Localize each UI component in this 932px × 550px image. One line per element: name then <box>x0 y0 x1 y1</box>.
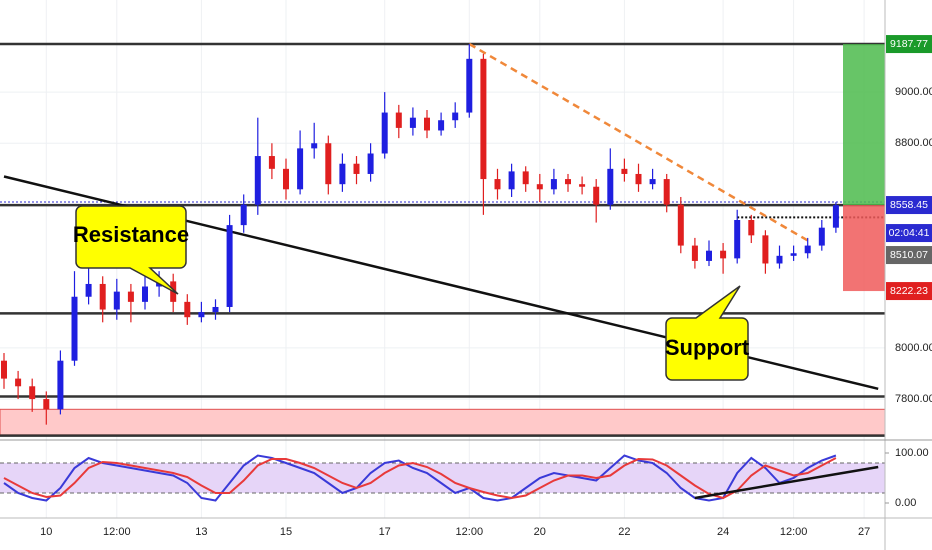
price-badge <box>886 282 932 301</box>
price-badge-label: 02:04:41 <box>889 227 930 239</box>
y-tick-label: 7800.00 <box>895 393 932 405</box>
candle-body <box>15 378 22 387</box>
x-tick-label: 13 <box>195 526 207 538</box>
candle-body <box>593 186 600 205</box>
candle-body <box>494 179 501 190</box>
candle-body <box>550 179 557 190</box>
candle-body <box>254 156 261 205</box>
support-callout <box>665 285 749 381</box>
candle-body <box>113 291 120 310</box>
candle-body <box>311 143 318 149</box>
candle-body <box>776 255 783 264</box>
candle-body <box>649 179 656 185</box>
x-tick-label: 15 <box>280 526 292 538</box>
candle-body <box>790 253 797 256</box>
candle-body <box>832 205 839 228</box>
x-tick-label: 17 <box>379 526 391 538</box>
price-badge <box>886 224 932 243</box>
candle-body <box>508 171 515 190</box>
candle-body <box>395 112 402 128</box>
candle-body <box>283 168 289 190</box>
x-tick-label: 20 <box>534 526 546 538</box>
candle-body <box>226 225 233 307</box>
candle-body <box>762 235 769 264</box>
annotation: Support <box>665 335 750 360</box>
candle-body <box>85 283 92 297</box>
candle-body <box>29 386 36 400</box>
candle-body <box>43 399 50 410</box>
candle-body <box>184 301 191 318</box>
candle-body <box>522 171 529 185</box>
candle-body <box>748 220 755 236</box>
candle-body <box>607 168 614 205</box>
candle-body <box>466 58 473 113</box>
candle-body <box>71 296 78 361</box>
x-tick-label: 12:00 <box>456 526 484 538</box>
candle-body <box>367 153 374 174</box>
price-badge <box>886 246 932 265</box>
candle-body <box>339 163 346 185</box>
price-badge-label: 8510.07 <box>890 249 928 261</box>
x-tick-label: 12:00 <box>780 526 808 538</box>
candle-body <box>1 360 7 379</box>
candle-body <box>536 184 543 190</box>
candle-body <box>452 112 459 121</box>
candle-body <box>198 312 205 318</box>
trendline <box>694 465 879 500</box>
candle-body <box>706 250 712 261</box>
candle-body <box>297 148 304 190</box>
x-tick-label: 10 <box>40 526 52 538</box>
candle-body <box>381 112 388 154</box>
candle-body <box>720 250 727 259</box>
x-tick-label: 12:00 <box>103 526 131 538</box>
candle-body <box>565 179 571 185</box>
annotation: Resistance <box>73 222 189 247</box>
candle-body <box>99 283 106 310</box>
price-badge-label: 9187.77 <box>890 38 928 50</box>
resistance-callout <box>75 205 187 295</box>
x-tick-label: 24 <box>717 526 729 538</box>
plot <box>0 0 886 518</box>
candle-body <box>409 117 416 128</box>
candle-body <box>424 117 430 131</box>
y-tick-label: 8000.00 <box>895 342 932 354</box>
x-tick-label: 27 <box>858 526 870 538</box>
price-badge <box>886 196 932 215</box>
y-tick-label: 8800.00 <box>895 137 932 149</box>
oscillator-line <box>3 457 837 500</box>
candle-body <box>621 168 628 174</box>
candle-body <box>818 227 825 246</box>
price-badge <box>886 35 932 54</box>
price-badge-label: 8222.23 <box>890 285 928 297</box>
loss-zone <box>843 205 885 292</box>
candle-body <box>734 220 741 259</box>
candle-body <box>57 360 64 410</box>
profit-zone <box>843 44 885 206</box>
candle-body <box>353 163 360 174</box>
candle-body <box>804 245 811 254</box>
trendline <box>468 42 809 242</box>
y-tick-label: 100.00 <box>895 447 929 459</box>
candle-body <box>663 179 670 205</box>
y-tick-label: 0.00 <box>895 497 916 509</box>
candle-body <box>480 58 487 180</box>
zone <box>0 408 886 436</box>
candle-body <box>240 204 247 226</box>
candle-body <box>579 184 586 187</box>
candle-body <box>212 306 219 313</box>
candle-body <box>268 156 275 169</box>
candle-body <box>127 291 134 302</box>
y-tick-label: 9000.00 <box>895 86 932 98</box>
candle-body <box>635 173 642 185</box>
price-badge-label: 8558.45 <box>890 199 928 211</box>
x-tick-label: 22 <box>618 526 630 538</box>
candle-body <box>325 143 332 185</box>
candle-body <box>691 245 698 261</box>
candle-body <box>142 286 148 302</box>
candle-body <box>438 120 445 131</box>
candle-body <box>677 204 684 246</box>
